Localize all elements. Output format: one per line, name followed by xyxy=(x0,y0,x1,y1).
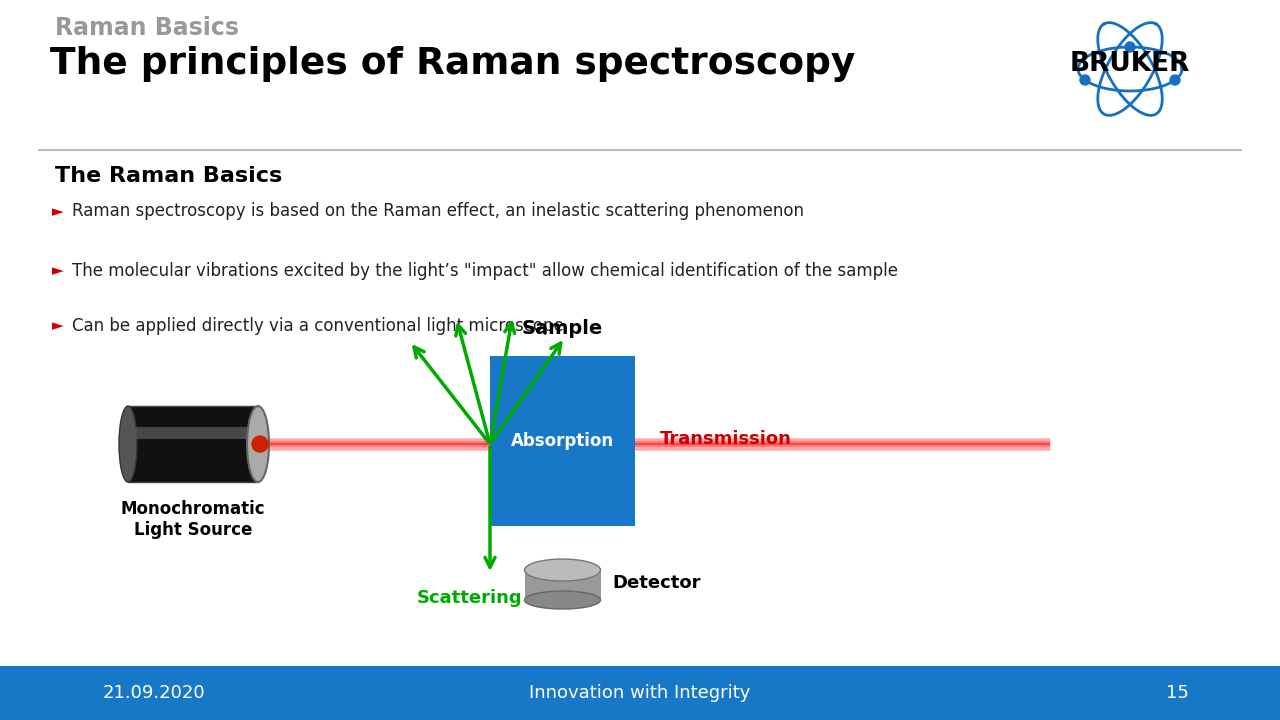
Text: 15: 15 xyxy=(1166,684,1189,702)
Text: Scattering: Scattering xyxy=(417,589,522,607)
Text: 21.09.2020: 21.09.2020 xyxy=(102,684,205,702)
FancyBboxPatch shape xyxy=(0,666,1280,720)
FancyBboxPatch shape xyxy=(131,427,255,439)
Text: Monochromatic
Light Source: Monochromatic Light Source xyxy=(120,500,265,539)
Text: Innovation with Integrity: Innovation with Integrity xyxy=(530,684,750,702)
FancyBboxPatch shape xyxy=(128,406,259,482)
Text: The principles of Raman spectroscopy: The principles of Raman spectroscopy xyxy=(50,46,855,82)
Text: Raman Basics: Raman Basics xyxy=(55,16,239,40)
Text: The Raman Basics: The Raman Basics xyxy=(55,166,283,186)
Text: Sample: Sample xyxy=(522,319,603,338)
Text: ►: ► xyxy=(52,264,64,279)
Ellipse shape xyxy=(119,406,137,482)
Circle shape xyxy=(1125,42,1135,52)
Text: Absorption: Absorption xyxy=(511,432,614,450)
Text: ►: ► xyxy=(52,319,64,333)
Text: Can be applied directly via a conventional light microscope: Can be applied directly via a convention… xyxy=(72,317,563,335)
FancyBboxPatch shape xyxy=(490,356,635,526)
Ellipse shape xyxy=(525,591,600,609)
Circle shape xyxy=(252,436,268,452)
Text: Raman spectroscopy is based on the Raman effect, an inelastic scattering phenome: Raman spectroscopy is based on the Raman… xyxy=(72,202,804,220)
Ellipse shape xyxy=(525,559,600,581)
FancyBboxPatch shape xyxy=(525,570,600,600)
Text: BRUKER: BRUKER xyxy=(1070,51,1190,77)
Text: The molecular vibrations excited by the light’s "impact" allow chemical identifi: The molecular vibrations excited by the … xyxy=(72,262,899,280)
Text: Detector: Detector xyxy=(613,574,701,592)
Ellipse shape xyxy=(247,406,269,482)
Circle shape xyxy=(1170,75,1180,85)
Text: Transmission: Transmission xyxy=(660,430,792,448)
Text: ►: ► xyxy=(52,204,64,219)
Circle shape xyxy=(1080,75,1091,85)
